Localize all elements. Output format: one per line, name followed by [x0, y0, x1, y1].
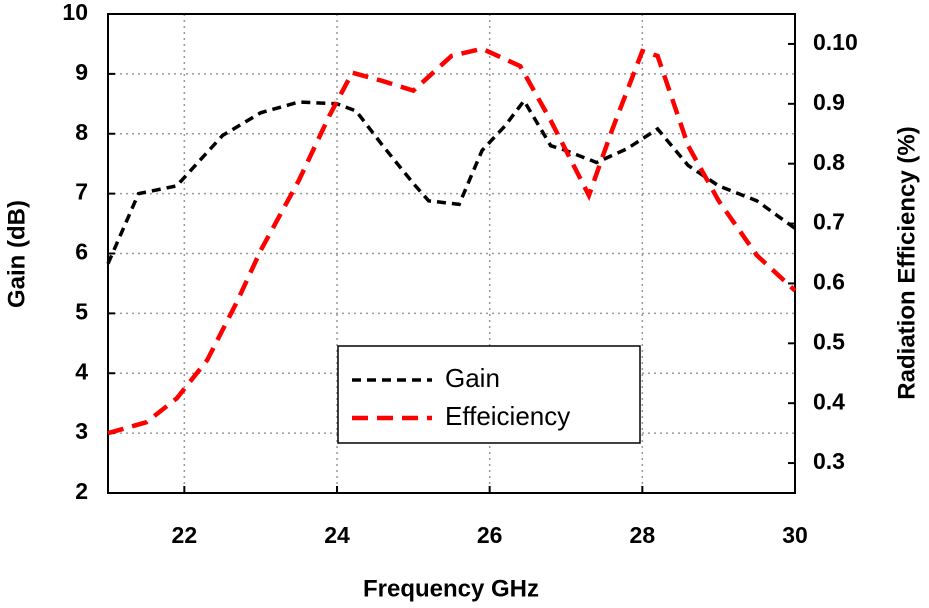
x-tick-label: 28 — [630, 522, 656, 548]
x-tick-label: 30 — [782, 522, 808, 548]
y-tick-label: 2 — [75, 478, 88, 504]
y-tick-label: 9 — [75, 59, 88, 85]
x-tick-label: 24 — [324, 522, 350, 548]
y-tick-label: 5 — [75, 298, 88, 324]
y2-tick-label: 0.4 — [813, 388, 845, 414]
legend-label: Gain — [445, 363, 500, 393]
x-tick-label: 22 — [172, 522, 198, 548]
y2-tick-label: 0.3 — [813, 448, 845, 474]
y-tick-label: 10 — [62, 0, 88, 25]
y2-tick-label: 0.7 — [813, 209, 845, 235]
series-line — [106, 97, 797, 265]
y2-axis-label: Radiation Efficiency (%) — [893, 126, 920, 399]
y-tick-label: 4 — [75, 358, 88, 384]
y2-tick-label: 0.6 — [813, 269, 845, 295]
series-line — [107, 46, 797, 436]
y2-tick-label: 0.10 — [813, 29, 858, 55]
x-axis-label: Frequency GHz — [363, 575, 539, 602]
y-tick-label: 7 — [75, 179, 88, 205]
y2-tick-label: 0.9 — [813, 89, 845, 115]
y-axis-label: Gain (dB) — [3, 200, 30, 308]
x-tick-label: 26 — [477, 522, 503, 548]
y2-tick-label: 0.5 — [813, 328, 845, 354]
y-tick-label: 6 — [75, 239, 88, 265]
legend-box — [337, 345, 641, 444]
y2-tick-label: 0.8 — [813, 149, 845, 175]
plot-frame — [107, 13, 796, 494]
y-tick-label: 3 — [75, 418, 88, 444]
y-tick-label: 8 — [75, 119, 88, 145]
legend-label: Effeiciency — [445, 401, 570, 431]
